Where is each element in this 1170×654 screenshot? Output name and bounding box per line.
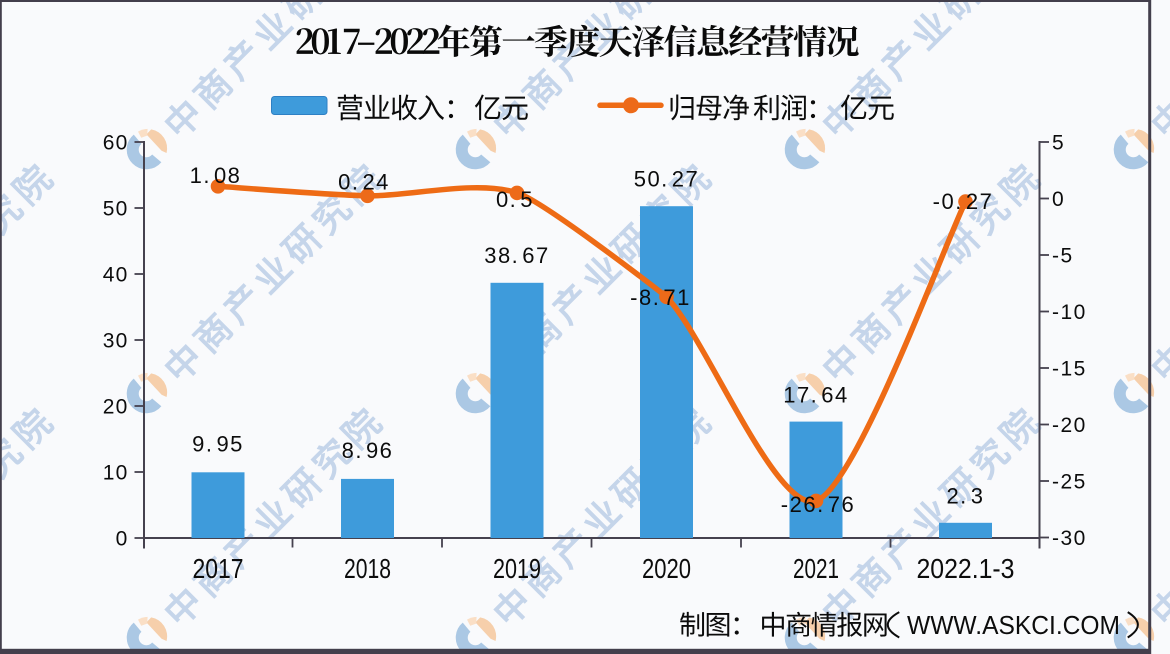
svg-text:20: 20 [103,396,129,419]
svg-text:-20: -20 [1052,414,1087,437]
svg-text:9.95: 9. 95 [192,431,244,456]
svg-text:2017: 2017 [193,553,244,584]
svg-text:-26.76: -26. 76 [781,492,855,517]
svg-text:17.64: 17. 64 [783,382,849,407]
svg-text:2020: 2020 [642,553,691,584]
svg-text:0: 0 [116,528,129,551]
svg-text:38.67: 38. 67 [484,243,550,268]
svg-text:50.27: 50. 27 [634,166,700,191]
svg-text:60: 60 [103,132,129,155]
svg-text:0.24: 0. 24 [338,169,390,194]
svg-text:8.96: 8. 96 [342,438,394,463]
svg-text:2019: 2019 [493,553,541,584]
svg-text:1.08: 1. 08 [190,163,242,188]
svg-text:-30: -30 [1052,527,1087,550]
svg-text:-10: -10 [1052,301,1087,324]
svg-text:-5: -5 [1052,245,1074,268]
svg-text:-0.27: -0. 27 [933,189,994,214]
svg-text:0: 0 [1052,188,1065,211]
svg-text:2022.1-3: 2022.1-3 [917,553,1015,584]
svg-text:WWW.ASKCI.COM: WWW.ASKCI.COM [907,610,1120,640]
svg-text:2021: 2021 [793,553,839,584]
svg-text:2018: 2018 [344,553,391,584]
svg-text:30: 30 [103,330,129,353]
svg-text:-15: -15 [1052,358,1087,381]
svg-text:5: 5 [1052,132,1065,155]
svg-text:40: 40 [103,264,129,287]
svg-text:50: 50 [103,198,129,221]
svg-text:2.3: 2. 3 [946,483,984,508]
svg-text:-25: -25 [1052,471,1087,494]
svg-text:10: 10 [103,462,129,485]
svg-text:-8.71: -8. 71 [630,285,691,310]
svg-text:0.5: 0. 5 [496,187,534,212]
